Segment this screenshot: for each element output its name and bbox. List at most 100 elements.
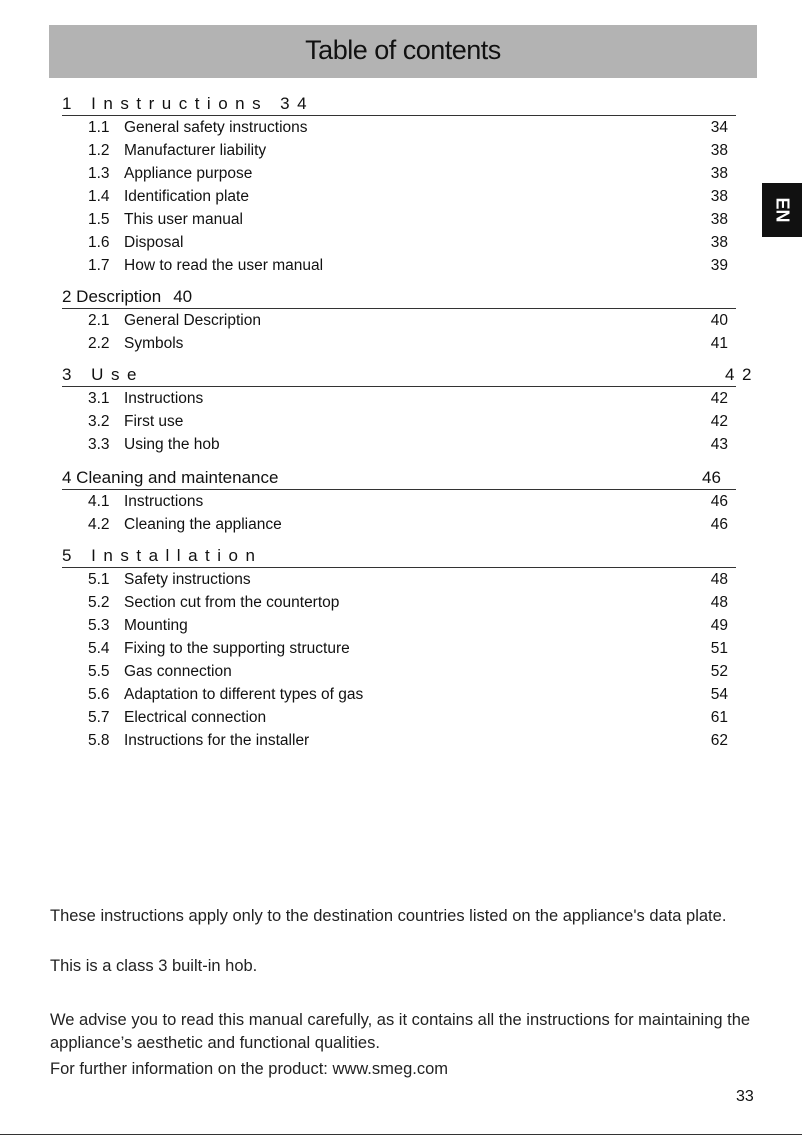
entry-number: 5.1 [88, 571, 110, 588]
entry-number: 1.4 [88, 188, 110, 205]
entry-title: How to read the user manual [124, 257, 324, 274]
toc-entry[interactable]: 4.2 Cleaning the appliance 46 [62, 513, 736, 536]
toc-entry[interactable]: 3.3 Using the hob 43 [62, 433, 736, 456]
section-heading[interactable]: 5 Installation [62, 545, 736, 568]
toc-entry[interactable]: 4.1 Instructions 46 [62, 490, 736, 513]
toc-section: 5 Installation 5.1 Safety instructions 48 5.… [62, 545, 736, 752]
entry-title: Instructions for the installer [124, 732, 310, 749]
section-heading[interactable]: 3 Use 42 [62, 364, 751, 387]
section-title: 5 Installation [62, 546, 263, 565]
entry-page: 38 [710, 211, 728, 228]
section-heading[interactable]: 1 Instructions 34 [62, 93, 736, 116]
toc-entry[interactable]: 5.8 Instructions for the installer 62 [62, 729, 736, 752]
entry-page: 41 [710, 335, 728, 352]
toc-entry[interactable]: 5.4 Fixing to the supporting structure 51 [62, 637, 736, 660]
entry-title: Electrical connection [124, 709, 267, 726]
entry-number: 1.1 [88, 119, 110, 136]
entry-page: 38 [710, 234, 728, 251]
entry-title: Manufacturer liability [124, 142, 267, 159]
entry-number: 5.8 [88, 732, 110, 749]
entry-title: Disposal [124, 234, 184, 251]
toc-entry[interactable]: 5.7 Electrical connection 61 [62, 706, 736, 729]
entry-title: Fixing to the supporting structure [124, 640, 350, 657]
entry-page: 48 [710, 571, 728, 588]
entry-title: Symbols [124, 335, 184, 352]
entry-number: 2.1 [88, 312, 110, 329]
section-title: 4 Cleaning and maintenance [62, 468, 279, 487]
entry-title: This user manual [124, 211, 243, 228]
entry-page: 54 [710, 686, 728, 703]
entry-page: 46 [710, 493, 728, 510]
section-heading[interactable]: 4 Cleaning and maintenance 46 [62, 467, 736, 490]
entry-page: 49 [710, 617, 728, 634]
page-title: Table of contents [49, 25, 757, 78]
language-tab: EN [762, 183, 802, 237]
section-title: 3 Use [62, 365, 144, 384]
entry-number: 3.2 [88, 413, 110, 430]
toc-entry[interactable]: 2.1 General Description 40 [62, 309, 736, 332]
entry-title: Gas connection [124, 663, 232, 680]
entry-title: Cleaning the appliance [124, 516, 282, 533]
entry-page: 34 [710, 119, 728, 136]
toc-entry[interactable]: 1.6 Disposal 38 [62, 231, 736, 254]
entry-title: General Description [124, 312, 261, 329]
entry-page: 42 [710, 390, 728, 407]
entry-number: 4.2 [88, 516, 110, 533]
bottom-rule [0, 1134, 802, 1135]
entry-title: Instructions [124, 390, 204, 407]
toc-entry[interactable]: 1.2 Manufacturer liability 38 [62, 139, 736, 162]
toc-entry[interactable]: 1.5 This user manual 38 [62, 208, 736, 231]
entry-number: 5.4 [88, 640, 110, 657]
toc-section: 4 Cleaning and maintenance 46 4.1 Instructi… [62, 467, 736, 536]
entry-title: Instructions [124, 493, 204, 510]
footer-note-info: For further information on the product: … [50, 1060, 448, 1078]
toc-entry[interactable]: 5.5 Gas connection 52 [62, 660, 736, 683]
entry-title: Adaptation to different types of gas [124, 686, 364, 703]
footer-note-class: This is a class 3 built-in hob. [50, 957, 258, 975]
entry-number: 1.5 [88, 211, 110, 228]
toc-entry[interactable]: 3.2 First use 42 [62, 410, 736, 433]
footer-note-advice: We advise you to read this manual carefu… [50, 1011, 751, 1052]
entry-page: 51 [710, 640, 728, 657]
toc-entry[interactable]: 5.6 Adaptation to different types of gas 5… [62, 683, 736, 706]
entry-number: 5.2 [88, 594, 110, 611]
entry-page: 43 [710, 436, 728, 453]
section-page: 46 [702, 468, 721, 487]
toc-entry[interactable]: 5.1 Safety instructions 48 [62, 568, 736, 591]
entry-number: 5.5 [88, 663, 110, 680]
entry-page: 62 [710, 732, 728, 749]
entry-number: 5.6 [88, 686, 110, 703]
toc-entry[interactable]: 5.2 Section cut from the countertop 48 [62, 591, 736, 614]
toc-entry[interactable]: 1.4 Identification plate 38 [62, 185, 736, 208]
section-page: 34 [280, 94, 315, 113]
entry-title: First use [124, 413, 184, 430]
entry-title: Safety instructions [124, 571, 251, 588]
entry-title: Mounting [124, 617, 188, 634]
page-number: 33 [736, 1088, 754, 1105]
entry-number: 5.3 [88, 617, 110, 634]
entry-number: 3.3 [88, 436, 110, 453]
toc-section: 3 Use 42 3.1 Instructions 42 3.2 First use 42 3.… [62, 364, 751, 456]
toc-entry[interactable]: 1.1 General safety instructions 34 [62, 116, 736, 139]
entry-page: 38 [710, 165, 728, 182]
section-page: 42 [725, 365, 759, 384]
toc-entry[interactable]: 3.1 Instructions 42 [62, 387, 736, 410]
entry-title: General safety instructions [124, 119, 308, 136]
section-page: 40 [173, 287, 193, 306]
toc-entry[interactable]: 5.3 Mounting 49 [62, 614, 736, 637]
section-title: 2 Description [62, 287, 162, 306]
entry-title: Using the hob [124, 436, 220, 453]
entry-number: 2.2 [88, 335, 110, 352]
entry-number: 3.1 [88, 390, 110, 407]
entry-number: 1.2 [88, 142, 110, 159]
section-title: 1 Instructions [62, 94, 269, 113]
entry-number: 1.6 [88, 234, 110, 251]
section-heading[interactable]: 2 Description 40 [62, 286, 736, 309]
toc-entry[interactable]: 2.2 Symbols 41 [62, 332, 736, 355]
toc-entry[interactable]: 1.3 Appliance purpose 38 [62, 162, 736, 185]
entry-page: 52 [710, 663, 728, 680]
entry-number: 1.7 [88, 257, 110, 274]
entry-page: 46 [710, 516, 728, 533]
toc-entry[interactable]: 1.7 How to read the user manual 39 [62, 254, 736, 277]
entry-number: 5.7 [88, 709, 110, 726]
